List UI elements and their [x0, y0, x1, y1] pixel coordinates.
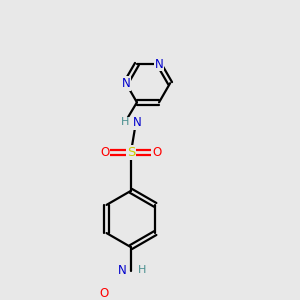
Text: O: O	[99, 287, 109, 300]
Text: O: O	[100, 146, 110, 159]
Text: N: N	[122, 77, 130, 90]
Text: N: N	[133, 116, 141, 129]
Text: O: O	[152, 146, 162, 159]
Text: H: H	[138, 266, 146, 275]
Text: H: H	[121, 118, 129, 128]
Text: S: S	[127, 146, 135, 159]
Text: N: N	[155, 58, 164, 70]
Text: N: N	[118, 264, 126, 277]
